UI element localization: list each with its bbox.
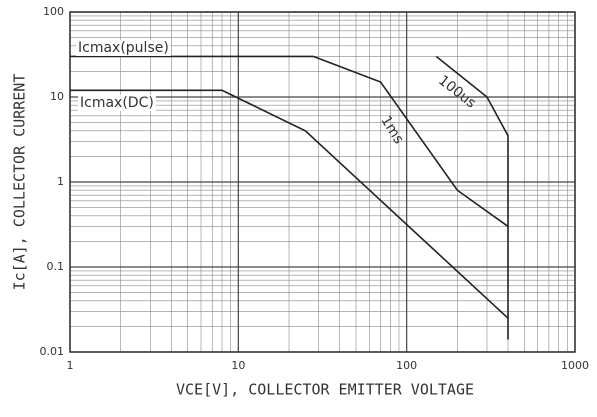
y-tick-label: 0.1 [47,260,65,273]
x-tick-label: 100 [396,359,417,372]
x-tick-label: 10 [231,359,245,372]
y-tick-label: 100 [43,5,64,18]
x-tick-label: 1 [67,359,74,372]
series-label: Icmax(pulse) [78,40,169,56]
label-background [76,40,171,56]
plot-frame [69,11,576,353]
y-tick-label: 0.01 [40,345,65,358]
y-tick-label: 10 [50,90,64,103]
x-tick-label: 1000 [561,359,589,372]
x-axis-label: VCE[V], COLLECTOR EMITTER VOLTAGE [176,381,474,399]
label-background [78,95,156,111]
series-line [70,89,509,319]
y-axis-label: Ic[A], COLLECTOR CURRENT [11,74,29,291]
y-tick-label: 1 [57,175,64,188]
series-label: Icmax(DC) [80,95,154,111]
series-line [435,55,509,340]
series-line [313,55,509,228]
